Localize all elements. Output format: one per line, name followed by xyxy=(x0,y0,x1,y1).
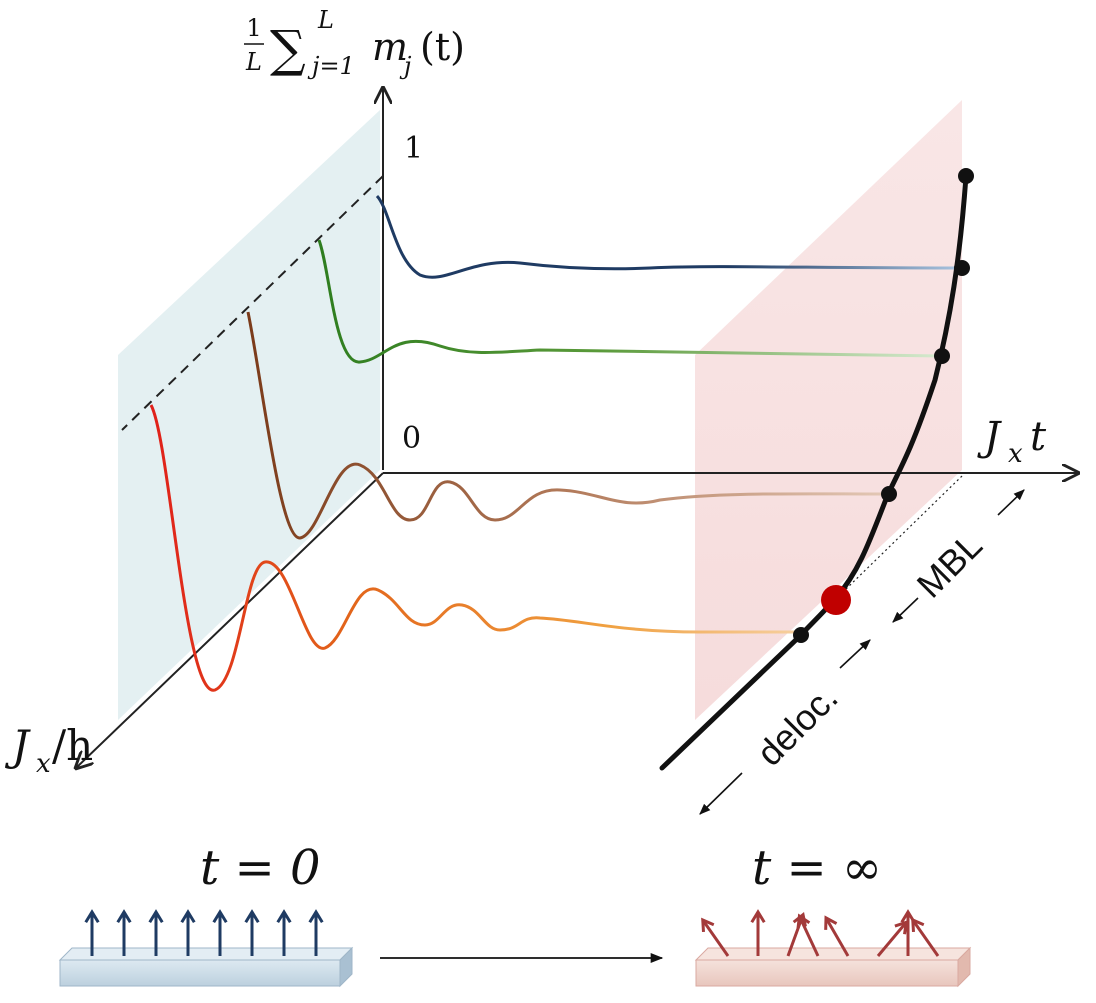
spin-chain-initial xyxy=(58,909,354,988)
x-axis-label: J x t xyxy=(977,414,1047,469)
curve-orange-red xyxy=(149,404,800,692)
svg-text:(t): (t) xyxy=(420,25,465,69)
svg-text:x: x xyxy=(36,749,51,779)
dotted-guide-floor xyxy=(844,475,963,591)
critical-point xyxy=(821,585,851,615)
endpoint-dot-4 xyxy=(881,486,897,502)
svg-text:L: L xyxy=(245,48,262,76)
right-plane xyxy=(695,100,962,720)
svg-text:x: x xyxy=(1008,439,1023,469)
svg-text:J: J xyxy=(4,721,31,770)
left-plane xyxy=(118,110,380,720)
spin-random-arrow-6 xyxy=(876,920,909,957)
spin-up-arrow-8 xyxy=(308,909,324,956)
spin-random-arrow-5 xyxy=(824,915,850,957)
spin-up-arrow-2 xyxy=(116,909,132,956)
svg-text:/h: /h xyxy=(52,721,93,770)
svg-text:t = ∞: t = ∞ xyxy=(752,840,882,896)
svg-text:t: t xyxy=(1030,414,1047,460)
spin-chain-final xyxy=(694,909,972,988)
t-zero-label: t = 0 xyxy=(200,840,321,896)
spin-random-arrow-4 xyxy=(796,913,820,957)
svg-text:L: L xyxy=(317,6,334,34)
endpoint-dot-5 xyxy=(793,627,809,643)
mbl-label: MBL xyxy=(909,524,990,605)
svg-text:j=1: j=1 xyxy=(307,52,355,80)
tick-one: 1 xyxy=(404,131,423,166)
curve-green xyxy=(317,239,943,364)
z-axis-label: J x /h xyxy=(4,721,93,779)
spin-up-arrow-6 xyxy=(244,909,260,956)
endpoint-dot-3 xyxy=(934,348,950,364)
spin-up-arrow-1 xyxy=(84,909,100,956)
t-infinity-label: t = ∞ xyxy=(752,840,882,896)
spin-up-arrow-7 xyxy=(276,909,292,956)
spin-random-arrow-8 xyxy=(911,917,940,957)
dashed-guide-one xyxy=(121,175,384,431)
svg-text:∑: ∑ xyxy=(270,20,306,78)
curve-brown xyxy=(246,311,889,540)
svg-text:t = 0: t = 0 xyxy=(200,840,321,896)
endpoint-dot-1 xyxy=(958,168,974,184)
svg-text:m: m xyxy=(372,25,408,69)
svg-text:1: 1 xyxy=(246,14,261,42)
svg-text:J: J xyxy=(977,414,1002,460)
curve-dark-blue xyxy=(375,194,963,279)
deloc-label: deloc. xyxy=(749,677,846,774)
spin-random-arrow-2 xyxy=(750,909,766,956)
endpoint-dot-2 xyxy=(954,260,970,276)
tick-zero: 0 xyxy=(402,421,421,456)
spin-up-arrow-3 xyxy=(148,909,164,956)
spin-up-arrow-5 xyxy=(212,909,228,956)
z-axis xyxy=(76,472,384,768)
y-axis-label: 1 L ∑ L j=1 m j (t) xyxy=(244,6,465,80)
spin-random-arrow-1 xyxy=(701,917,730,957)
spin-up-arrow-4 xyxy=(180,909,196,956)
